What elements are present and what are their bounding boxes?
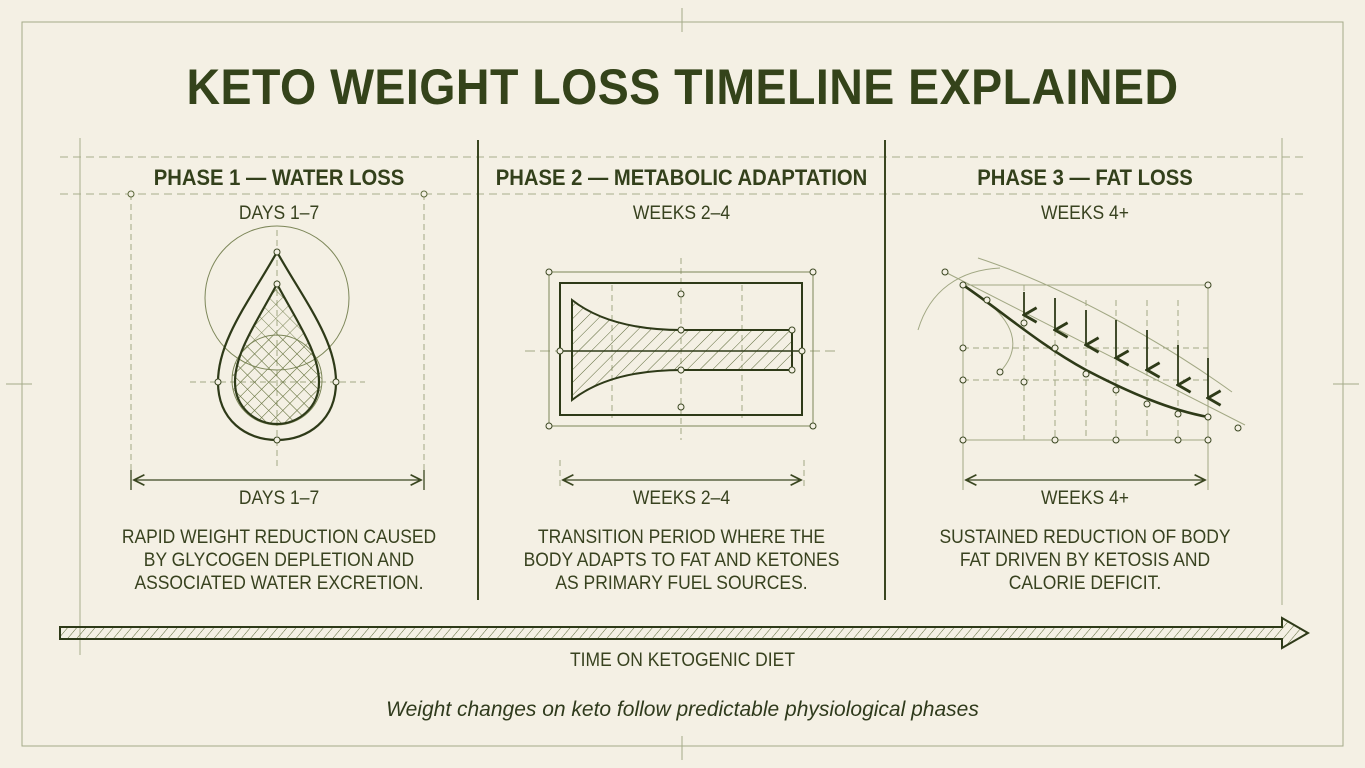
phase-1-description-line: BY GLYCOGEN DEPLETION AND xyxy=(143,550,415,571)
phase-1-heading: PHASE 1 — WATER LOSS xyxy=(153,165,405,190)
phase-2-description-line: TRANSITION PERIOD WHERE THE xyxy=(537,527,826,548)
phase-3-description-line: SUSTAINED REDUCTION OF BODY xyxy=(939,527,1231,548)
phase-3-description-line: FAT DRIVEN BY KETOSIS AND xyxy=(959,550,1211,571)
phase-2-period-bottom: WEEKS 2–4 xyxy=(632,488,731,509)
phase-1-description-line: ASSOCIATED WATER EXCRETION. xyxy=(134,573,424,594)
page-title: KETO WEIGHT LOSS TIMELINE EXPLAINED xyxy=(186,59,1179,115)
water-drop-icon xyxy=(127,190,428,470)
phase-1-period-bottom: DAYS 1–7 xyxy=(238,488,320,509)
phase-3-period-top: WEEKS 4+ xyxy=(1041,203,1129,224)
phase-2-description-line: BODY ADAPTS TO FAT AND KETONES xyxy=(523,550,840,571)
phase-3-heading: PHASE 3 — FAT LOSS xyxy=(977,165,1193,190)
timeline-label: TIME ON KETOGENIC DIET xyxy=(570,650,795,671)
outer-frame xyxy=(6,8,1359,760)
phase-2-description-line: AS PRIMARY FUEL SOURCES. xyxy=(555,573,808,594)
phase-3-period-bottom: WEEKS 4+ xyxy=(1041,488,1129,509)
declining-curve-icon xyxy=(917,257,1246,490)
phase-1-period-top: DAYS 1–7 xyxy=(238,203,320,224)
phase-1-description-line: RAPID WEIGHT REDUCTION CAUSED xyxy=(121,527,437,548)
adaptation-funnel-icon xyxy=(525,258,835,490)
phase-2-heading: PHASE 2 — METABOLIC ADAPTATION xyxy=(495,165,868,190)
construction-lines xyxy=(60,138,1305,655)
dimension-line-phase1 xyxy=(130,470,425,490)
phase-3-description-line: CALORIE DEFICIT. xyxy=(1008,573,1162,594)
caption: Weight changes on keto follow predictabl… xyxy=(386,698,979,721)
timeline-arrow xyxy=(59,616,1311,650)
phase-2-period-top: WEEKS 2–4 xyxy=(632,203,731,224)
phase-3-description: SUSTAINED REDUCTION OF BODY FAT DRIVEN B… xyxy=(901,526,1269,595)
phase-1-description: RAPID WEIGHT REDUCTION CAUSED BY GLYCOGE… xyxy=(96,526,462,595)
phase-2-description: TRANSITION PERIOD WHERE THE BODY ADAPTS … xyxy=(494,526,868,595)
phase-dividers xyxy=(477,140,886,600)
